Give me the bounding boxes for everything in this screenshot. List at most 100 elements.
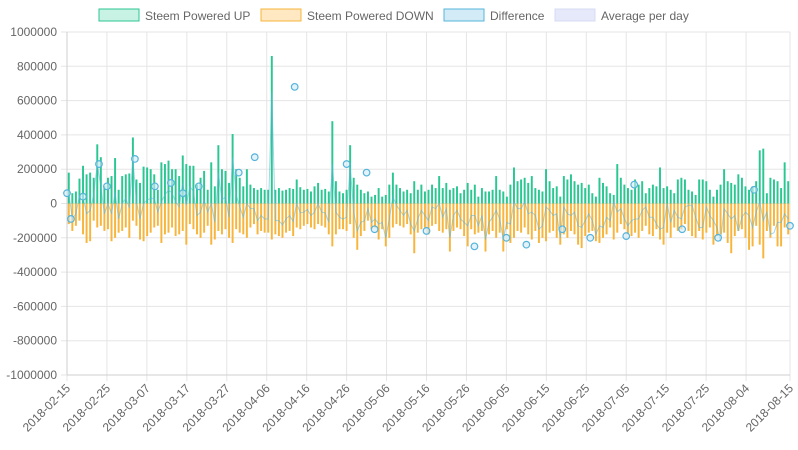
bar-down	[103, 203, 106, 231]
bar-up	[399, 188, 401, 204]
bar-down	[765, 203, 768, 231]
bar-up	[705, 181, 708, 204]
bar-down	[559, 203, 562, 245]
bar-up	[267, 189, 270, 204]
bar-down	[691, 203, 694, 237]
bar-down	[249, 203, 252, 228]
bar-down	[409, 203, 412, 235]
legend: Steem Powered UP Steem Powered DOWN Differ…	[98, 8, 689, 23]
bar-up	[480, 188, 483, 204]
bar-up	[612, 194, 615, 204]
bar-up	[224, 170, 227, 204]
bar-down	[302, 203, 305, 226]
bar-down	[206, 203, 209, 226]
bar-up	[395, 184, 398, 204]
bar-down	[235, 203, 238, 230]
bar-up	[648, 188, 651, 204]
bar-up	[694, 194, 697, 204]
bar-up	[591, 193, 594, 204]
bar-down	[580, 203, 583, 249]
bar-down	[655, 203, 658, 230]
difference-point	[622, 232, 631, 240]
bar-up	[103, 186, 106, 204]
bar-down	[434, 203, 437, 225]
bar-up	[391, 172, 394, 204]
y-tick-label: -800000	[13, 334, 57, 348]
difference-point	[250, 153, 259, 162]
bar-up	[377, 188, 380, 204]
bar-down	[616, 203, 619, 233]
bar-up	[559, 196, 562, 204]
bar-down	[569, 203, 572, 231]
bar-up	[260, 188, 263, 204]
bar-up	[85, 174, 88, 204]
bar-down	[751, 203, 754, 247]
bar-up	[662, 188, 665, 204]
difference-point	[370, 225, 379, 234]
difference-point	[342, 160, 351, 168]
bar-down	[149, 203, 152, 233]
bar-up	[666, 186, 669, 204]
bar-up	[302, 189, 305, 204]
bar-up	[530, 176, 533, 204]
bar-down	[128, 203, 131, 238]
bar-up	[605, 186, 608, 204]
bar-up	[288, 188, 291, 204]
bar-down	[716, 203, 718, 237]
legend-label-average-per-day: Average per day	[601, 9, 689, 23]
bar-up	[644, 193, 647, 204]
bar-down	[748, 203, 751, 250]
bar-down	[555, 203, 558, 238]
bar-down	[680, 203, 683, 230]
bar-down	[306, 203, 309, 225]
bar-down	[270, 203, 273, 240]
bar-up	[651, 184, 654, 204]
bar-up	[594, 196, 597, 204]
bar-down	[185, 203, 188, 245]
bar-down	[399, 203, 401, 226]
bar-up	[199, 177, 202, 204]
bar-up	[438, 176, 441, 204]
bar-down	[174, 203, 177, 237]
bar-down	[406, 203, 409, 225]
difference-point	[502, 233, 511, 242]
bar-up	[523, 177, 526, 204]
bar-down	[488, 203, 491, 235]
bar-down	[587, 203, 590, 233]
bar-down	[263, 203, 266, 233]
bar-down	[541, 203, 544, 238]
bar-down	[171, 203, 174, 228]
bar-up	[156, 189, 159, 204]
difference-line	[68, 92, 789, 242]
series-steem-powered-up	[67, 56, 790, 204]
bar-down	[523, 203, 526, 228]
bar-down	[199, 203, 202, 238]
y-tick-label: 600000	[17, 94, 57, 108]
difference-point	[79, 192, 87, 201]
bar-up	[270, 56, 273, 204]
bar-down	[505, 203, 508, 230]
difference-point	[586, 233, 595, 242]
bar-up	[723, 169, 726, 204]
bar-up	[96, 144, 99, 204]
bar-down	[726, 203, 729, 243]
bar-down	[320, 203, 323, 226]
bar-down	[181, 203, 184, 231]
difference-point	[131, 155, 139, 163]
bar-down	[220, 203, 223, 235]
bar-up	[776, 181, 779, 204]
difference-point	[786, 221, 794, 230]
bar-down	[153, 203, 156, 228]
bar-down	[253, 203, 255, 225]
bar-up	[384, 194, 387, 204]
bar-up	[655, 186, 658, 204]
bar-up	[772, 179, 775, 204]
bar-up	[174, 169, 177, 204]
bar-down	[648, 203, 651, 235]
bar-down	[384, 203, 387, 247]
bar-down	[512, 203, 515, 238]
bar-up	[626, 188, 629, 204]
bar-up	[238, 177, 241, 204]
y-tick-label: 200000	[17, 162, 57, 176]
bar-up	[342, 193, 345, 204]
